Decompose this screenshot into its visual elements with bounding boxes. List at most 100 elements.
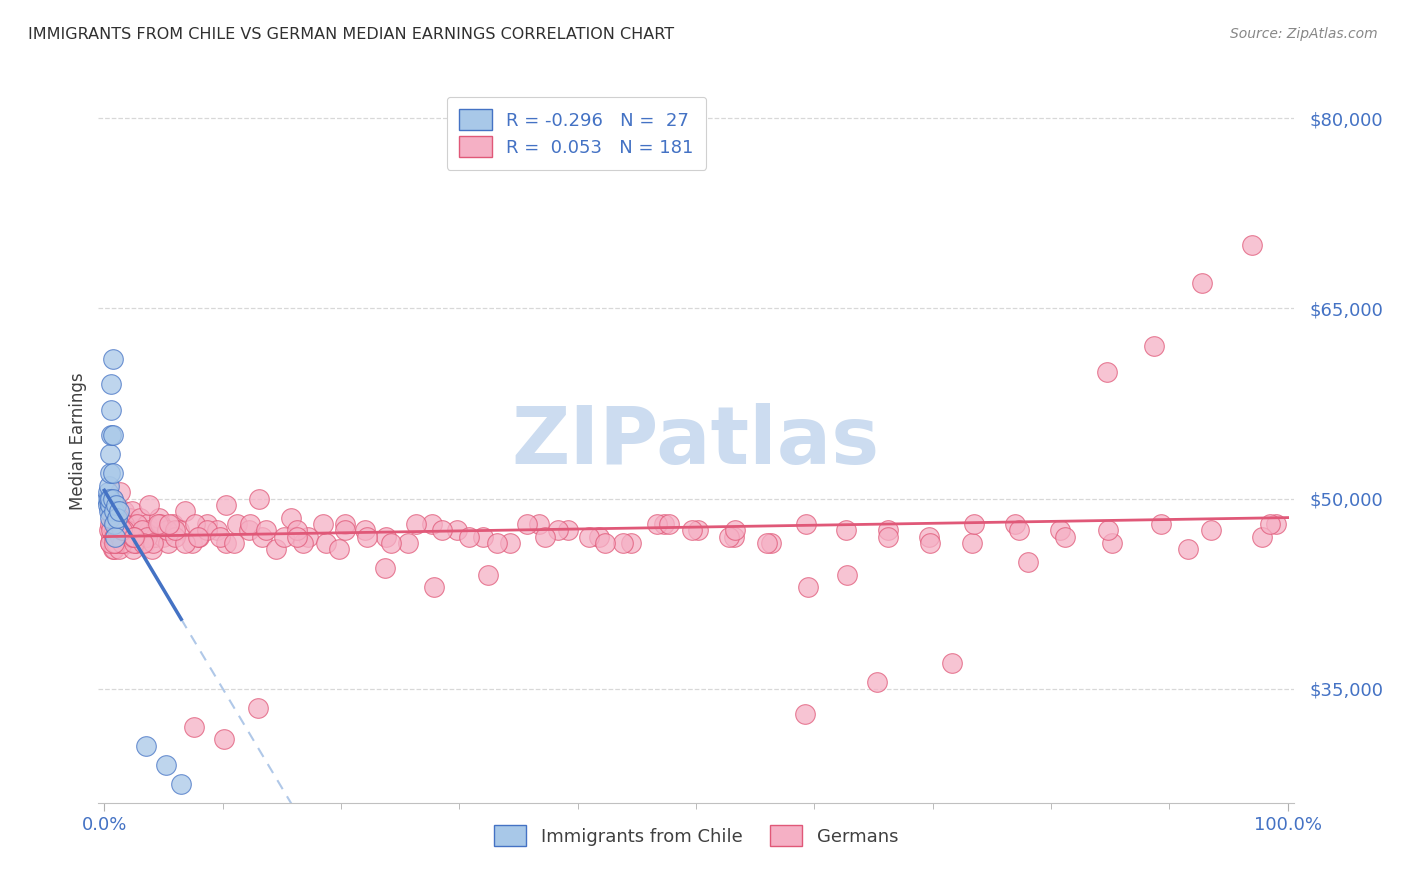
Point <box>157 536 180 550</box>
Point <box>173 504 195 518</box>
Point <box>97 498 120 512</box>
Point <box>157 516 180 531</box>
Point <box>98 536 121 550</box>
Point <box>723 530 745 544</box>
Point <box>652 516 675 531</box>
Y-axis label: Median Earnings: Median Earnings <box>69 373 87 510</box>
Point <box>103 523 125 537</box>
Point <box>588 530 610 544</box>
Point <box>117 536 139 550</box>
Point <box>101 352 124 367</box>
Point <box>98 498 121 512</box>
Point <box>101 428 124 442</box>
Point <box>215 536 238 550</box>
Point <box>1241 238 1264 252</box>
Point <box>165 523 187 537</box>
Point <box>120 510 142 524</box>
Point <box>527 516 550 531</box>
Point <box>180 536 202 550</box>
Point <box>98 516 121 531</box>
Point <box>132 536 155 550</box>
Point <box>122 536 145 550</box>
Point <box>101 504 124 518</box>
Point <box>285 523 308 537</box>
Point <box>107 516 129 531</box>
Point <box>141 542 163 557</box>
Point <box>533 530 555 544</box>
Point <box>333 523 356 537</box>
Point <box>578 530 600 544</box>
Point <box>114 523 136 537</box>
Point <box>835 523 858 537</box>
Point <box>239 516 262 531</box>
Point <box>477 567 499 582</box>
Point <box>170 777 193 791</box>
Point <box>247 700 270 714</box>
Point <box>328 542 350 557</box>
Point <box>353 523 375 537</box>
Point <box>876 530 898 544</box>
Point <box>312 516 335 531</box>
Point <box>103 504 125 518</box>
Point <box>105 536 128 550</box>
Point <box>658 516 681 531</box>
Point <box>1095 365 1118 379</box>
Point <box>837 567 859 582</box>
Point <box>105 523 128 537</box>
Point <box>1054 530 1077 544</box>
Point <box>681 523 703 537</box>
Point <box>108 516 131 531</box>
Point <box>103 542 125 557</box>
Point <box>120 530 142 544</box>
Point <box>1101 536 1123 550</box>
Point <box>101 467 124 481</box>
Point <box>149 516 172 531</box>
Point <box>98 491 121 506</box>
Point <box>121 542 143 557</box>
Point <box>107 504 129 518</box>
Point <box>688 523 710 537</box>
Legend: Immigrants from Chile, Germans: Immigrants from Chile, Germans <box>485 816 907 855</box>
Point <box>1150 516 1173 531</box>
Point <box>98 447 121 461</box>
Point <box>134 536 156 550</box>
Point <box>98 536 121 550</box>
Point <box>209 530 232 544</box>
Point <box>100 428 122 442</box>
Point <box>333 516 356 531</box>
Point <box>547 523 569 537</box>
Point <box>645 516 668 531</box>
Point <box>405 516 427 531</box>
Point <box>224 536 246 550</box>
Point <box>112 530 135 544</box>
Point <box>148 510 170 524</box>
Point <box>115 523 138 537</box>
Point <box>107 510 129 524</box>
Point <box>374 561 396 575</box>
Point <box>103 516 125 531</box>
Point <box>516 516 538 531</box>
Point <box>105 498 128 512</box>
Point <box>114 523 136 537</box>
Point <box>1143 339 1166 353</box>
Point <box>280 510 302 524</box>
Point <box>131 523 153 537</box>
Point <box>315 536 337 550</box>
Point <box>1097 523 1119 537</box>
Point <box>1177 542 1199 557</box>
Point <box>122 523 145 537</box>
Point <box>1004 516 1026 531</box>
Point <box>165 530 187 544</box>
Point <box>136 530 159 544</box>
Point <box>718 530 741 544</box>
Point <box>1264 516 1286 531</box>
Point <box>138 523 160 537</box>
Point <box>96 491 118 506</box>
Point <box>98 523 121 537</box>
Point <box>101 510 124 524</box>
Point <box>105 510 128 524</box>
Point <box>264 542 287 557</box>
Point <box>941 657 963 671</box>
Point <box>225 516 247 531</box>
Point <box>135 739 157 753</box>
